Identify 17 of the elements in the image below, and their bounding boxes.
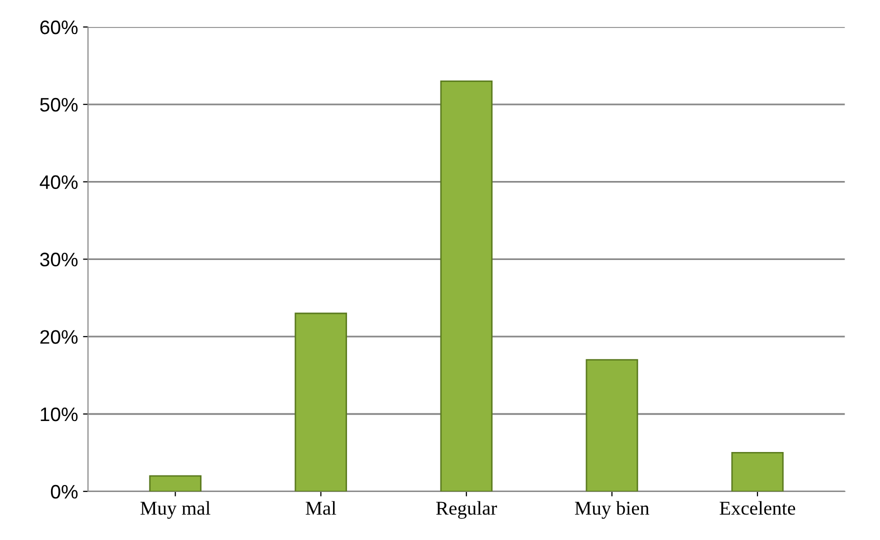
- y-tick-label: 40%: [40, 175, 78, 190]
- bar: [149, 475, 202, 492]
- x-tick-label: Muy mal: [140, 501, 210, 519]
- x-tick-label: Mal: [306, 501, 336, 515]
- bar: [586, 359, 638, 492]
- y-tick-label: 60%: [40, 20, 78, 34]
- y-tick-label: 50%: [40, 98, 78, 112]
- x-tick-label: Regular: [436, 501, 498, 519]
- x-tick-label: Excelente: [720, 501, 796, 515]
- bar: [294, 312, 348, 492]
- y-tick-label: 0%: [50, 484, 78, 499]
- y-tick-label: 20%: [40, 330, 78, 344]
- y-tick-label: 10%: [40, 407, 78, 422]
- bar: [731, 452, 784, 492]
- bar: [440, 80, 493, 492]
- x-tick-label: Muy bien: [574, 501, 650, 519]
- y-tick-label: 30%: [40, 252, 78, 266]
